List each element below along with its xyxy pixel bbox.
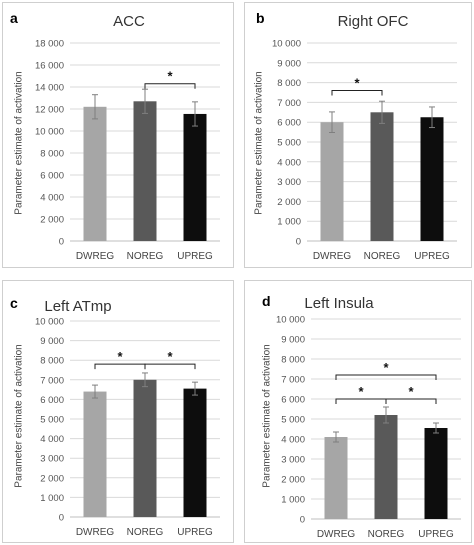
y-tick-label: 4 000	[40, 434, 64, 445]
significance-star: *	[358, 384, 364, 399]
y-tick-label: 16 000	[35, 61, 64, 72]
bar-upreg	[183, 113, 207, 241]
chart-title: ACC	[113, 13, 145, 30]
category-label: NOREG	[368, 529, 405, 540]
y-tick-label: 2 000	[277, 197, 301, 208]
significance-bracket	[385, 398, 437, 404]
bar-dwreg	[320, 122, 344, 241]
y-tick-label: 10 000	[276, 315, 305, 326]
panel-label: c	[10, 295, 18, 311]
y-tick-label: 12 000	[35, 105, 64, 116]
y-tick-label: 0	[296, 237, 301, 248]
bar-noreg	[133, 101, 157, 241]
y-tick-label: 8 000	[277, 78, 301, 89]
significance-star: *	[167, 69, 173, 84]
chart-title: Left Insula	[304, 295, 374, 312]
y-tick-label: 10 000	[35, 127, 64, 138]
y-tick-label: 5 000	[281, 415, 305, 426]
category-label: UPREG	[177, 251, 213, 262]
significance-star: *	[117, 349, 123, 364]
bar-noreg	[133, 379, 157, 517]
y-tick-label: 6 000	[281, 395, 305, 406]
panel-label: b	[256, 10, 265, 26]
chart-title: Left ATmp	[44, 298, 112, 315]
y-tick-label: 10 000	[272, 39, 301, 50]
y-tick-label: 4 000	[40, 193, 64, 204]
y-tick-label: 14 000	[35, 83, 64, 94]
significance-bracket	[94, 363, 146, 370]
chart-panel-a: a ACC Parameter estimate of activation 0…	[2, 2, 234, 268]
category-label: DWREG	[76, 251, 115, 262]
y-tick-label: 5 000	[40, 415, 64, 426]
bar-noreg	[370, 112, 394, 241]
y-tick-label: 3 000	[40, 454, 64, 465]
chart-title: Right OFC	[337, 13, 409, 30]
y-tick-label: 9 000	[277, 58, 301, 69]
bar-upreg	[420, 117, 444, 241]
y-tick-label: 9 000	[40, 336, 64, 347]
y-tick-label: 8 000	[281, 355, 305, 366]
y-tick-label: 6 000	[40, 395, 64, 406]
y-tick-label: 3 000	[281, 455, 305, 466]
y-tick-label: 0	[59, 237, 64, 248]
y-tick-label: 8 000	[40, 356, 64, 367]
y-tick-label: 1 000	[277, 217, 301, 228]
significance-star: *	[167, 349, 173, 364]
category-label: DWREG	[317, 529, 356, 540]
significance-bracket	[144, 363, 196, 370]
y-tick-label: 2 000	[40, 215, 64, 226]
category-label: NOREG	[364, 251, 401, 262]
y-tick-label: 7 000	[277, 98, 301, 109]
y-tick-label: 1 000	[281, 495, 305, 506]
plot-area: 0 1 000 2 000 3 000 4 000 5 000 6 000 7 000 8 00…	[35, 317, 220, 538]
y-tick-label: 2 000	[40, 473, 64, 484]
category-label: DWREG	[313, 251, 352, 262]
y-tick-label: 18 000	[35, 39, 64, 50]
y-tick-label: 6 000	[277, 118, 301, 129]
bar-upreg	[183, 388, 207, 517]
bar-upreg	[424, 428, 448, 519]
y-tick-label: 4 000	[277, 157, 301, 168]
y-tick-label: 0	[300, 515, 305, 526]
significance-star: *	[354, 76, 360, 91]
y-tick-label: 6 000	[40, 171, 64, 182]
category-label: NOREG	[127, 527, 164, 538]
y-tick-label: 5 000	[277, 138, 301, 149]
plot-area: 0 2 000 4 000 6 000 8 000 10 000 12 000 14 000 1…	[35, 39, 220, 262]
y-tick-label: 3 000	[277, 177, 301, 188]
significance-bracket	[144, 83, 196, 89]
chart-panel-c: c Left ATmp Parameter estimate of activa…	[2, 280, 234, 543]
bar-dwreg	[324, 437, 348, 519]
significance-bracket	[331, 90, 383, 96]
panel-label: d	[262, 293, 271, 309]
category-label: NOREG	[127, 251, 164, 262]
category-label: UPREG	[418, 529, 454, 540]
category-label: UPREG	[177, 527, 213, 538]
category-label: DWREG	[76, 527, 115, 538]
significance-star: *	[383, 360, 389, 375]
y-tick-label: 1 000	[40, 493, 64, 504]
y-tick-label: 7 000	[281, 375, 305, 386]
y-tick-label: 9 000	[281, 335, 305, 346]
plot-area: 0 1 000 2 000 3 000 4 000 5 000 6 000 7 000 8 00…	[276, 315, 461, 540]
chart-panel-d: d Left Insula Parameter estimate of acti…	[244, 280, 472, 543]
significance-star: *	[408, 384, 414, 399]
significance-bracket	[335, 374, 437, 380]
y-tick-label: 10 000	[35, 317, 64, 328]
y-tick-label: 4 000	[281, 435, 305, 446]
bar-dwreg	[83, 106, 107, 241]
bar-noreg	[374, 415, 398, 519]
category-label: UPREG	[414, 251, 450, 262]
significance-bracket	[335, 398, 387, 404]
bar-dwreg	[83, 391, 107, 517]
y-tick-label: 0	[59, 513, 64, 524]
y-tick-label: 2 000	[281, 475, 305, 486]
panel-label: a	[10, 10, 18, 26]
plot-area: 0 1 000 2 000 3 000 4 000 5 000 6 000 7 000 8 00…	[272, 39, 457, 262]
y-tick-label: 7 000	[40, 375, 64, 386]
chart-panel-b: b Right OFC Parameter estimate of activa…	[244, 2, 472, 268]
y-tick-label: 8 000	[40, 149, 64, 160]
